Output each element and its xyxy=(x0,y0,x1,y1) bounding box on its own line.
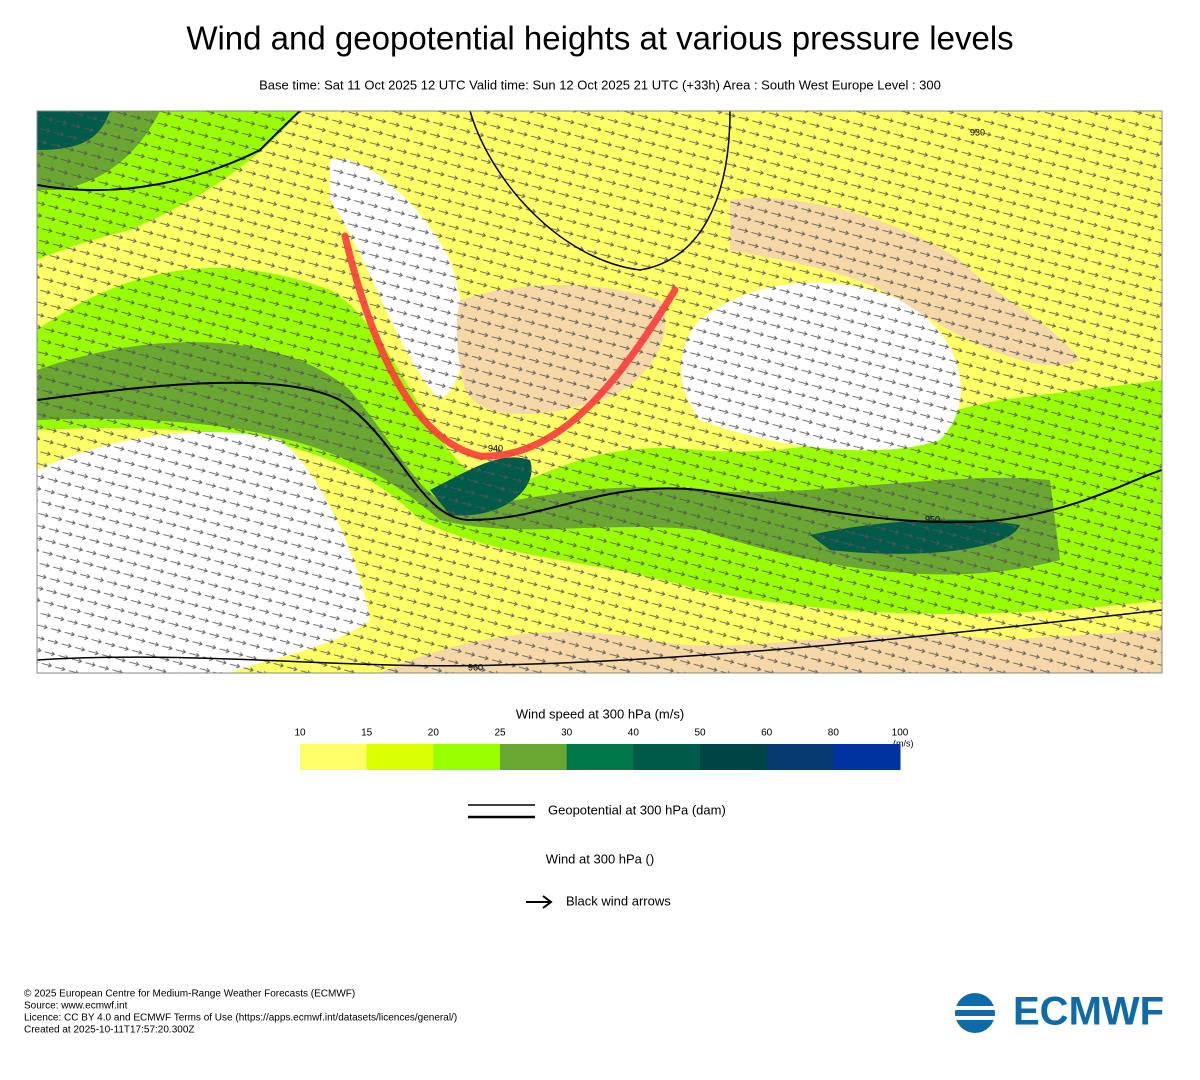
colorbar-title: Wind speed at 300 hPa (m/s) xyxy=(516,706,684,721)
colorbar-tick-label: 10 xyxy=(294,728,306,739)
contour-line xyxy=(469,111,731,271)
colorbar-bin xyxy=(833,744,901,770)
colorbar-tick-label: 30 xyxy=(561,728,573,739)
colorbar-bin xyxy=(366,744,434,770)
contour-line xyxy=(37,111,301,192)
map: 930 940 950 960 xyxy=(37,111,1162,673)
colorbar-bin xyxy=(700,744,768,770)
contour-label: 950 xyxy=(925,514,940,524)
contour-line xyxy=(37,609,1162,667)
colorbar-bin xyxy=(300,744,368,770)
footer-line: Licence: CC BY 4.0 and ECMWF Terms of Us… xyxy=(24,1013,457,1024)
colorbar-bin xyxy=(433,744,501,770)
subtitle: Base time: Sat 11 Oct 2025 12 UTC Valid … xyxy=(259,77,941,92)
colorbar-tick-label: 40 xyxy=(628,728,640,739)
annotation-curve xyxy=(341,232,679,460)
colorbar-tick-label: 50 xyxy=(694,728,706,739)
legend-arrow xyxy=(542,895,553,909)
legend-title: Wind at 300 hPa () xyxy=(546,851,654,866)
colorbar-bin xyxy=(566,744,634,770)
colorbar-tick-label: 80 xyxy=(828,728,840,739)
colorbar: 10 15 20 25 30 40 50 60 80 100 xyxy=(294,728,909,770)
logo: ECMWF xyxy=(953,990,1164,1034)
colorbar-bin xyxy=(500,744,568,770)
contour-line xyxy=(37,381,1162,524)
contour-label: 960 xyxy=(468,662,483,672)
logo-text: ECMWF xyxy=(1013,990,1164,1034)
legend-label: Geopotential at 300 hPa (dam) xyxy=(548,802,726,817)
contour-label: 940 xyxy=(488,443,503,453)
footer-line: Created at 2025-10-11T17:57:20.300Z xyxy=(24,1025,195,1036)
colorbar-tick-label: 20 xyxy=(428,728,440,739)
colorbar-tick-label: 100 xyxy=(892,728,909,739)
colorbar-tick-label: 60 xyxy=(761,728,773,739)
colorbar-bin xyxy=(633,744,701,770)
legend-label: Black wind arrows xyxy=(566,893,671,908)
footer-line: Source: www.ecmwf.int xyxy=(24,1001,128,1012)
colorbar-tick-label: 25 xyxy=(494,728,506,739)
map-frame xyxy=(36,110,1163,674)
colorbar-bin xyxy=(766,744,834,770)
colorbar-unit: (m/s) xyxy=(893,738,914,748)
contour-label: 930 xyxy=(970,127,985,137)
colorbar-tick-label: 15 xyxy=(361,728,373,739)
title: Wind and geopotential heights at various… xyxy=(186,20,1013,57)
footer-line: © 2025 European Centre for Medium-Range … xyxy=(24,989,355,1000)
